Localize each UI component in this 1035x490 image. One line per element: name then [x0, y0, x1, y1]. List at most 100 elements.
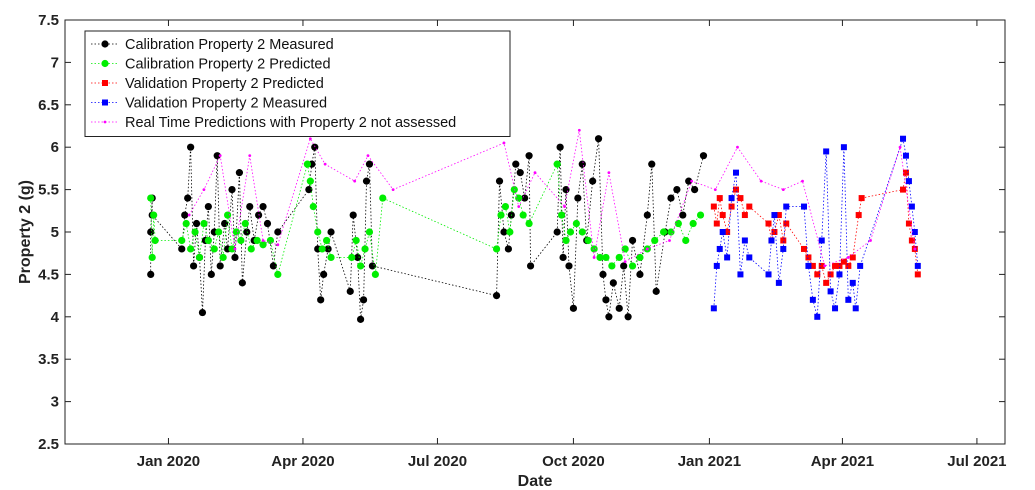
data-point	[306, 177, 314, 185]
data-point	[276, 243, 280, 247]
data-point	[525, 152, 533, 160]
data-point	[590, 245, 598, 253]
data-point	[628, 236, 637, 245]
y-tick-label: 3.5	[38, 351, 59, 368]
data-point	[500, 228, 508, 236]
data-point	[327, 253, 335, 262]
data-point	[765, 220, 772, 227]
y-axis-ticks: 2.5 3 3.5 4 4.5 5 5.5 6 6.5 7 7.5	[38, 12, 1005, 453]
data-point	[713, 262, 720, 269]
x-axis-title: Date	[518, 473, 553, 490]
data-point	[213, 152, 221, 160]
data-point	[679, 211, 687, 219]
data-point	[814, 313, 821, 320]
data-point	[648, 160, 656, 168]
legend-marker	[102, 99, 108, 106]
data-point	[216, 262, 224, 270]
data-point	[719, 229, 726, 235]
data-point	[562, 236, 570, 245]
data-point	[218, 154, 222, 158]
data-point	[602, 296, 610, 304]
data-point	[780, 237, 787, 244]
legend-label: Real Time Predictions with Property 2 no…	[125, 115, 456, 131]
data-point	[253, 236, 261, 245]
data-point	[814, 271, 821, 278]
data-point	[526, 262, 535, 270]
legend-label: Calibration Property 2 Measured	[125, 37, 334, 53]
data-point	[510, 186, 518, 194]
data-point	[525, 219, 533, 228]
data-point	[716, 195, 723, 202]
data-point	[775, 279, 782, 286]
data-point	[379, 194, 387, 202]
data-point	[562, 186, 570, 194]
legend-item: Calibration Property 2 Measured	[91, 37, 334, 53]
data-point	[181, 211, 189, 219]
data-point	[259, 241, 267, 249]
data-point	[308, 137, 312, 141]
data-point	[736, 145, 739, 149]
data-point	[615, 253, 623, 262]
data-point	[320, 270, 328, 278]
data-point	[361, 245, 369, 253]
data-point	[371, 270, 379, 278]
data-point	[716, 245, 723, 252]
data-point	[228, 245, 236, 253]
x-tick-label: Apr 2020	[271, 453, 334, 470]
data-point	[563, 205, 566, 208]
data-point	[911, 229, 918, 235]
data-point	[228, 186, 236, 194]
y-tick-label: 5.5	[38, 182, 59, 199]
data-point	[501, 202, 510, 211]
data-point	[187, 143, 195, 151]
data-point	[255, 211, 263, 219]
data-point	[219, 253, 227, 262]
legend-item: Calibration Property 2 Predicted	[91, 57, 331, 73]
data-point	[324, 245, 332, 253]
data-point	[202, 188, 206, 192]
data-point	[905, 220, 912, 227]
y-tick-label: 2.5	[38, 436, 59, 453]
data-point	[809, 296, 816, 303]
data-point	[713, 220, 720, 227]
data-point	[823, 148, 830, 155]
data-point	[147, 228, 155, 236]
data-point	[682, 236, 690, 245]
data-point	[685, 177, 693, 185]
data-point	[852, 305, 859, 312]
data-point	[553, 228, 561, 236]
data-point	[645, 247, 649, 251]
data-point	[349, 211, 357, 219]
data-point	[317, 296, 325, 304]
x-axis-ticks: Jan 2020 Apr 2020 Jul 2020 Oct 2020 Jan 2021…	[137, 20, 1007, 470]
y-tick-label: 4	[51, 309, 60, 326]
data-point	[269, 262, 277, 270]
data-point	[621, 245, 629, 253]
y-tick-label: 4.5	[38, 266, 59, 283]
data-point	[690, 179, 694, 183]
data-point	[759, 179, 763, 183]
data-point	[207, 270, 215, 278]
data-point	[553, 160, 561, 168]
data-point	[182, 219, 190, 228]
data-point	[602, 253, 610, 262]
data-point	[608, 262, 616, 270]
y-tick-label: 3	[51, 394, 59, 411]
data-point	[858, 195, 865, 202]
y-tick-label: 7	[51, 54, 59, 71]
data-point	[243, 228, 251, 236]
data-point	[596, 253, 604, 262]
data-point	[623, 260, 627, 264]
y-axis-title: Property 2 (g)	[17, 180, 34, 284]
data-point	[905, 178, 912, 185]
plot-data-group	[147, 128, 921, 323]
data-point	[857, 262, 864, 269]
data-point	[783, 203, 790, 210]
data-point	[223, 211, 232, 219]
data-point	[643, 211, 651, 219]
data-point	[187, 245, 195, 253]
data-point	[232, 228, 241, 236]
data-point	[827, 288, 834, 295]
data-point	[391, 188, 395, 192]
